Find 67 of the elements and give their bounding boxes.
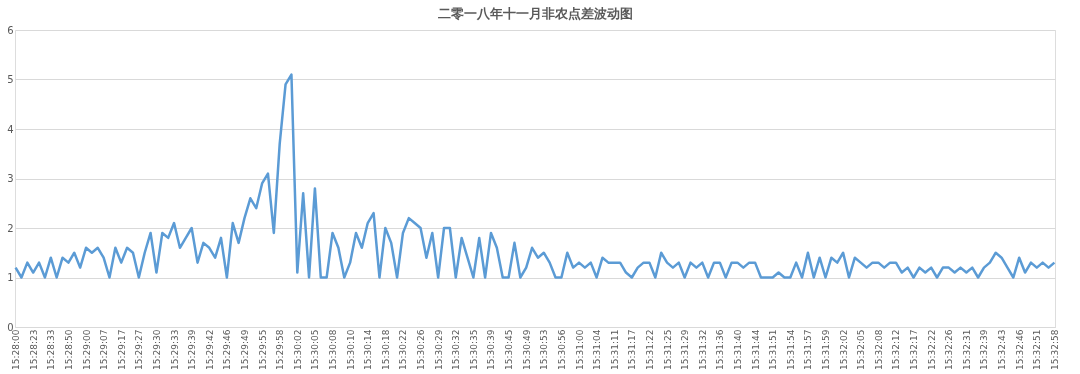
x-tick-label: 15:30:29 xyxy=(433,329,444,370)
x-tick-label: 15:31:11 xyxy=(609,329,620,370)
x-tick-label: 15:30:26 xyxy=(416,329,427,370)
x-tick-label: 15:30:10 xyxy=(345,329,356,370)
x-tick-label: 15:32:51 xyxy=(1032,329,1043,370)
x-tick-label: 15:31:22 xyxy=(644,329,655,370)
y-tick-label: 5 xyxy=(7,74,14,85)
x-tick-label: 15:30:14 xyxy=(363,329,374,370)
x-tick-label: 15:30:39 xyxy=(486,329,497,370)
y-tick-label: 4 xyxy=(7,123,14,135)
x-tick-label: 15:30:08 xyxy=(328,329,339,370)
x-tick-label: 15:32:22 xyxy=(926,329,937,370)
x-tick-label: 15:29:07 xyxy=(99,329,110,370)
x-tick-label: 15:30:02 xyxy=(292,329,303,370)
y-tick-label: 2 xyxy=(7,222,14,234)
x-tick-label: 15:32:26 xyxy=(944,329,955,370)
x-tick-label: 15:32:02 xyxy=(838,329,849,370)
x-tick-label: 15:28:50 xyxy=(63,329,74,370)
x-tick-label: 15:29:27 xyxy=(134,329,145,370)
x-tick-label: 15:29:30 xyxy=(151,329,162,370)
x-tick-label: 15:30:45 xyxy=(504,329,515,370)
x-tick-label: 15:28:23 xyxy=(28,329,39,370)
x-tick-label: 15:30:22 xyxy=(398,329,409,370)
x-tick-label: 15:29:46 xyxy=(222,329,233,370)
y-tick-label: 1 xyxy=(7,272,14,283)
x-tick-label: 15:29:49 xyxy=(239,329,250,370)
x-tick-label: 15:29:33 xyxy=(169,329,180,370)
y-tick-label: 3 xyxy=(7,173,14,184)
chart-title: 二零一八年十一月非农点差波动图 xyxy=(437,6,633,21)
x-tick-label: 15:32:12 xyxy=(891,329,902,370)
x-tick-label: 15:30:56 xyxy=(556,329,567,370)
x-tick-label: 15:32:31 xyxy=(961,329,972,370)
x-tick-label: 15:31:32 xyxy=(697,329,708,370)
x-tick-label: 15:29:17 xyxy=(116,329,127,370)
x-tick-label: 15:31:17 xyxy=(627,329,638,370)
x-tick-label: 15:29:58 xyxy=(275,329,286,370)
x-tick-label: 15:32:08 xyxy=(873,329,884,370)
x-tick-label: 15:31:36 xyxy=(715,329,726,370)
x-tick-label: 15:31:51 xyxy=(768,329,779,370)
x-tick-label: 15:30:18 xyxy=(380,329,391,370)
x-tick-label: 15:31:04 xyxy=(592,329,603,370)
x-tick-label: 15:32:39 xyxy=(979,329,990,370)
x-tick-label: 15:32:58 xyxy=(1049,329,1060,370)
x-tick-label: 15:30:35 xyxy=(468,329,479,370)
x-tick-label: 15:28:33 xyxy=(46,329,57,370)
x-tick-label: 15:31:59 xyxy=(821,329,832,370)
x-tick-label: 15:31:25 xyxy=(662,329,673,370)
x-tick-label: 15:31:44 xyxy=(750,329,761,370)
x-tick-label: 15:30:53 xyxy=(539,329,550,370)
x-tick-label: 15:31:29 xyxy=(680,329,691,370)
x-tick-label: 15:31:54 xyxy=(785,329,796,370)
x-tick-label: 15:30:05 xyxy=(310,329,321,370)
x-tick-label: 15:29:55 xyxy=(257,329,268,370)
x-tick-label: 15:32:17 xyxy=(909,329,920,370)
x-tick-label: 15:29:42 xyxy=(204,329,215,370)
x-tick-label: 15:30:32 xyxy=(451,329,462,370)
x-tick-label: 15:32:46 xyxy=(1014,329,1025,370)
x-tick-label: 15:29:00 xyxy=(81,329,92,370)
x-tick-label: 15:31:57 xyxy=(803,329,814,370)
x-tick-label: 15:32:05 xyxy=(856,329,867,370)
x-tick-label: 15:30:49 xyxy=(521,329,532,370)
x-tick-label: 15:31:40 xyxy=(732,329,743,370)
x-tick-label: 15:31:00 xyxy=(574,329,585,370)
x-tick-label: 15:29:39 xyxy=(187,329,198,370)
line-series xyxy=(14,73,1056,279)
x-tick-label: 15:32:43 xyxy=(997,329,1008,370)
y-tick-label: 6 xyxy=(7,24,14,36)
